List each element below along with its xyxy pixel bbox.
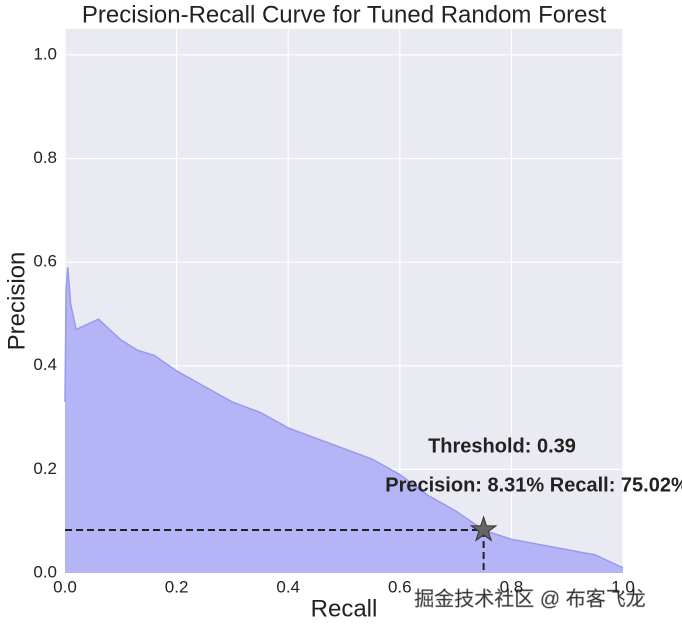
x-tick-label: 0.0 (53, 577, 77, 596)
threshold-marker (469, 515, 498, 542)
y-tick-label: 0.0 (33, 562, 57, 581)
y-tick-label: 0.4 (33, 355, 57, 374)
y-tick-label: 0.8 (33, 148, 57, 167)
annotation: Threshold: 0.39 (428, 435, 576, 457)
chart-title: Precision-Recall Curve for Tuned Random … (82, 1, 607, 28)
area-fill (65, 267, 623, 573)
x-tick-label: 0.2 (165, 577, 189, 596)
y-tick-label: 0.6 (33, 252, 57, 271)
x-tick-label: 0.4 (276, 577, 300, 596)
x-tick-label: 0.8 (500, 577, 524, 596)
x-axis-label: Recall (311, 595, 378, 622)
y-axis-label: Precision (3, 252, 30, 351)
x-tick-label: 0.6 (388, 577, 412, 596)
y-tick-label: 1.0 (33, 44, 57, 63)
curve-line (64, 267, 624, 569)
x-tick-label: 1.0 (611, 577, 635, 596)
y-tick-label: 0.2 (33, 459, 57, 478)
watermark: 掘金技术社区 @ 布客飞龙 (414, 587, 645, 610)
annotation: Precision: 8.31% Recall: 75.02% (385, 474, 682, 496)
